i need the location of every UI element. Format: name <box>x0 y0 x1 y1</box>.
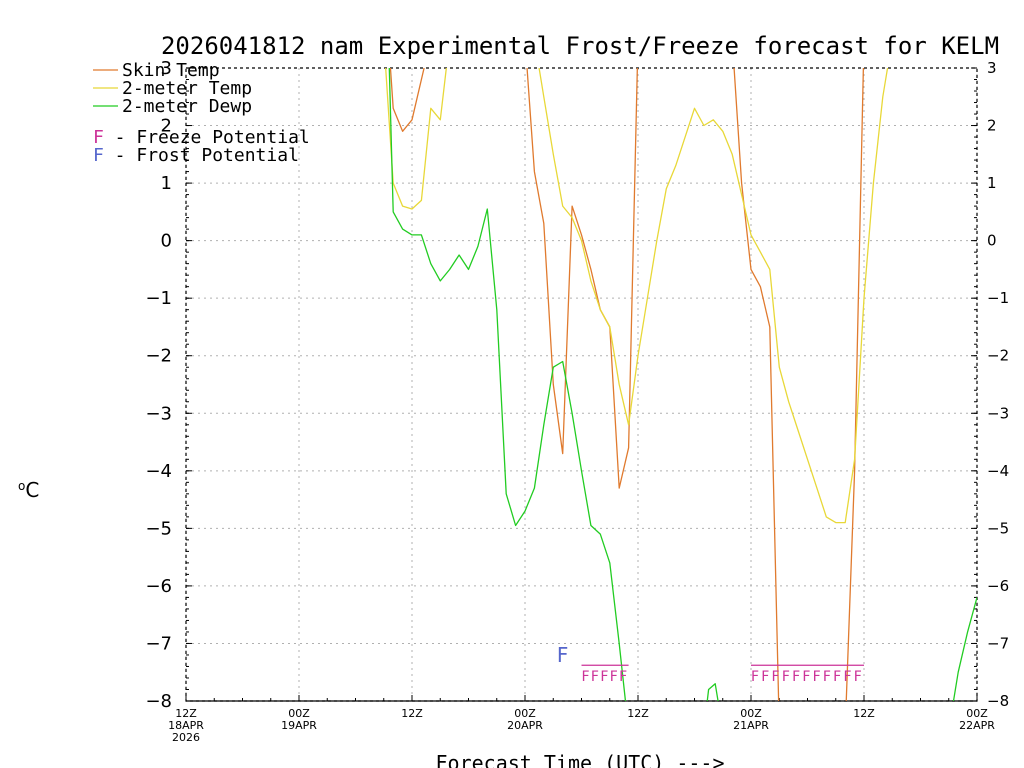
legend-potential-label: - Freeze Potential <box>104 127 310 148</box>
axes: 3 3 2 2 1 1 0 0 −1 −1 −2 −2 −3 −3 −4 −4 −5 −5 −6 −6 −7 −7 −8 −8… <box>145 58 1009 744</box>
series-line-2-meter-dewp-segment-3 <box>952 597 977 701</box>
chart-title: 2026041812 nam Experimental Frost/Freeze… <box>161 32 999 60</box>
legend-potential-label: - Frost Potential <box>104 145 299 166</box>
x-tick-label: 12Z <box>853 707 875 720</box>
x-tick-date: 18APR <box>168 719 204 732</box>
y-tick-label-left: −6 <box>145 576 172 597</box>
y-axis-label: oC <box>18 478 39 502</box>
y-tick-label-right: 0 <box>987 232 997 250</box>
y-tick-label-left: 3 <box>161 58 172 79</box>
y-tick-label-right: −7 <box>987 634 1009 652</box>
legend-potential-entry: F - Frost Potential <box>93 145 299 166</box>
y-tick-label-left: −4 <box>145 461 172 482</box>
legend-potential-symbol: F <box>93 145 104 166</box>
y-tick-label-right: −5 <box>987 519 1009 537</box>
freeze-potential-mark: F <box>854 669 862 685</box>
legend-label: 2-meter Dewp <box>122 96 252 117</box>
x-tick-label: 12Z <box>401 707 423 720</box>
y-tick-label-right: −1 <box>987 289 1009 307</box>
freeze-potential-mark: F <box>802 669 810 685</box>
y-tick-label-left: −2 <box>145 346 172 367</box>
y-tick-label-right: 3 <box>987 59 997 77</box>
series-line-2-meter-temp <box>385 68 889 524</box>
series-line-2-meter-dewp-segment-2 <box>706 683 719 701</box>
freeze-potential-mark: F <box>619 669 627 685</box>
series-line-skin-temp <box>389 68 865 701</box>
y-tick-label-right: −4 <box>987 462 1009 480</box>
y-tick-label-left: 1 <box>161 173 172 194</box>
x-tick-label: 00Z <box>740 707 762 720</box>
freeze-potential-mark: F <box>792 669 800 685</box>
freeze-potential-mark: F <box>823 669 831 685</box>
x-tick-date: 21APR <box>733 719 769 732</box>
x-tick-date: 22APR <box>959 719 995 732</box>
x-tick-date: 20APR <box>507 719 543 732</box>
legend-potential-symbol: F <box>93 127 104 148</box>
freeze-potential-mark: F <box>610 669 618 685</box>
x-tick-label: 12Z <box>175 707 197 720</box>
freeze-potential-mark: F <box>843 669 851 685</box>
y-tick-label-left: −3 <box>145 403 172 424</box>
x-tick-year: 2026 <box>172 731 200 744</box>
x-tick-label: 00Z <box>288 707 310 720</box>
freeze-potential-mark: F <box>751 669 759 685</box>
freeze-potential-mark: F <box>591 669 599 685</box>
y-tick-label-right: −3 <box>987 404 1009 422</box>
y-tick-label-left: −7 <box>145 633 172 654</box>
freeze-potential-mark: F <box>761 669 769 685</box>
freeze-potential-mark: F <box>833 669 841 685</box>
potential-marks: FF F F F F F F F F F F F F F F F <box>557 643 864 685</box>
y-tick-label-left: −5 <box>145 518 172 539</box>
series-line-2-meter-dewp <box>388 68 627 701</box>
y-tick-label-right: −6 <box>987 577 1009 595</box>
legend-label: Skin Temp <box>122 60 220 81</box>
x-tick-date: 19APR <box>281 719 317 732</box>
y-tick-label-right: 1 <box>987 174 997 192</box>
freeze-potential-mark: F <box>600 669 608 685</box>
series-lines <box>385 68 977 701</box>
legend-potential-entry: F - Freeze Potential <box>93 127 310 148</box>
x-tick-label: 12Z <box>627 707 649 720</box>
x-tick-label: 00Z <box>966 707 988 720</box>
y-tick-label-right: −2 <box>987 347 1009 365</box>
freeze-potential-mark: F <box>772 669 780 685</box>
legend-label: 2-meter Temp <box>122 78 252 99</box>
y-tick-label-left: 2 <box>161 116 172 137</box>
y-tick-label-left: −8 <box>145 691 172 712</box>
y-axis-label-degree: o <box>18 479 25 493</box>
x-axis-label: Forecast Time (UTC) ---> <box>436 751 725 768</box>
freeze-potential-mark: F <box>582 669 590 685</box>
freeze-potential-mark: F <box>813 669 821 685</box>
x-tick-label: 00Z <box>514 707 536 720</box>
y-tick-label-left: 0 <box>161 231 172 252</box>
freeze-potential-mark: F <box>782 669 790 685</box>
y-tick-label-right: −8 <box>987 692 1009 710</box>
y-tick-label-right: 2 <box>987 117 997 135</box>
y-axis-label-unit: C <box>25 478 39 502</box>
frost-potential-mark: F <box>557 643 569 667</box>
y-tick-label-left: −1 <box>145 288 172 309</box>
